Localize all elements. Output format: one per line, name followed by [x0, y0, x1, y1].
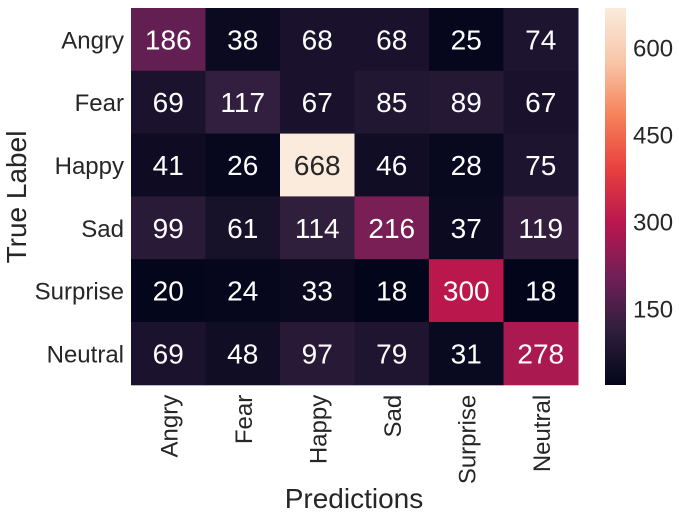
cell-value-label: 46 [376, 150, 407, 181]
cell-value-label: 33 [302, 276, 333, 307]
cell-value-label: 89 [451, 87, 482, 118]
cell-value-label: 85 [376, 87, 407, 118]
cell-value-label: 69 [153, 87, 184, 118]
heatmap-cell [205, 8, 281, 72]
heatmap-cell [354, 70, 430, 135]
heatmap-cell [131, 196, 206, 260]
cell-value-label: 278 [517, 338, 564, 369]
heatmap-cell [354, 196, 430, 260]
x-tick-label: Sad [380, 395, 407, 438]
heatmap-cell [503, 70, 579, 135]
heatmap-cell [429, 259, 504, 323]
cell-value-label: 20 [153, 276, 184, 307]
heatmap-cells [131, 8, 579, 386]
y-axis-label: True Label [1, 131, 32, 264]
cell-value-label: 31 [451, 338, 482, 369]
heatmap-cell [280, 8, 355, 72]
y-tick-label: Surprise [35, 279, 124, 306]
cell-value-label: 48 [227, 338, 258, 369]
x-tick-label: Neutral [529, 395, 556, 472]
heatmap-cell [429, 196, 504, 260]
heatmap-cell [429, 133, 504, 197]
cell-value-label: 61 [227, 213, 258, 244]
cell-value-label: 114 [295, 213, 340, 244]
heatmap-cell [131, 322, 206, 386]
x-axis-label: Predictions [285, 483, 424, 514]
heatmap-cell [280, 259, 355, 323]
heatmap-cell [280, 70, 355, 135]
heatmap-cell [280, 322, 355, 386]
heatmap-cell [503, 196, 579, 260]
x-tick-label: Angry [156, 395, 183, 458]
heatmap-cell [205, 70, 281, 135]
cell-value-label: 186 [145, 24, 192, 55]
heatmap-cell [205, 259, 281, 323]
colorbar-tick-label: 150 [633, 296, 673, 323]
cell-value-label: 41 [153, 150, 184, 181]
heatmap-cell [503, 133, 579, 197]
heatmap-cell-labels: 186 38 68 68 25 74 69 117 67 85 89 67 41 26 668 46 28 75 9… [145, 24, 564, 369]
heatmap-cell [429, 8, 504, 72]
cell-value-label: 117 [220, 87, 265, 118]
cell-value-label: 24 [227, 276, 258, 307]
cell-value-label: 79 [376, 338, 407, 369]
y-tick-label: Happy [55, 153, 124, 180]
heatmap-cell [131, 70, 206, 135]
cell-value-label: 119 [518, 213, 563, 244]
heatmap-cell [131, 133, 206, 197]
y-tick-label: Angry [61, 27, 124, 54]
cell-value-label: 18 [525, 276, 556, 307]
heatmap-cell [280, 196, 355, 260]
cell-value-label: 668 [294, 150, 341, 181]
heatmap-cell [354, 133, 430, 197]
y-tick-label: Neutral [47, 341, 124, 368]
x-tick-label: Happy [305, 395, 332, 464]
x-tick-labels: Angry Fear Happy Sad Surprise Neutral [156, 395, 556, 484]
cell-value-label: 38 [227, 24, 258, 55]
cell-value-label: 216 [368, 213, 415, 244]
x-tick-label: Fear [231, 395, 258, 444]
cell-value-label: 97 [302, 338, 333, 369]
heatmap-cell [205, 322, 281, 386]
heatmap-cell [205, 133, 281, 197]
cell-value-label: 300 [443, 276, 490, 307]
cell-value-label: 69 [153, 338, 184, 369]
colorbar [605, 8, 626, 385]
heatmap-cell [429, 70, 504, 135]
x-tick-label: Surprise [454, 395, 481, 484]
cell-value-label: 18 [376, 276, 407, 307]
colorbar-tick-label: 300 [633, 209, 673, 236]
y-tick-label: Fear [75, 90, 124, 117]
cell-value-label: 67 [302, 87, 333, 118]
colorbar-tick-label: 600 [633, 35, 673, 62]
cell-value-label: 68 [376, 24, 407, 55]
cell-value-label: 26 [227, 150, 258, 181]
cell-value-label: 68 [302, 24, 333, 55]
heatmap-cell [280, 133, 355, 197]
cell-value-label: 37 [451, 213, 482, 244]
y-tick-label: Sad [81, 216, 124, 243]
heatmap-cell [205, 196, 281, 260]
cell-value-label: 28 [451, 150, 482, 181]
y-tick-labels: Angry Fear Happy Sad Surprise Neutral [35, 27, 124, 368]
cell-value-label: 67 [525, 87, 556, 118]
heatmap-cell [131, 8, 206, 72]
cell-value-label: 75 [525, 150, 556, 181]
cell-value-label: 25 [451, 24, 482, 55]
heatmap-cell [354, 259, 430, 323]
heatmap-cell [429, 322, 504, 386]
heatmap-cell [503, 322, 579, 386]
heatmap-cell [131, 259, 206, 323]
heatmap-cell [354, 322, 430, 386]
heatmap-cell [503, 8, 579, 72]
colorbar-tick-labels: 150 300 450 600 [633, 35, 673, 323]
heatmap-cell [354, 8, 430, 72]
cell-value-label: 74 [525, 24, 556, 55]
cell-value-label: 99 [153, 213, 184, 244]
colorbar-tick-label: 450 [633, 122, 673, 149]
heatmap-cell [503, 259, 579, 323]
